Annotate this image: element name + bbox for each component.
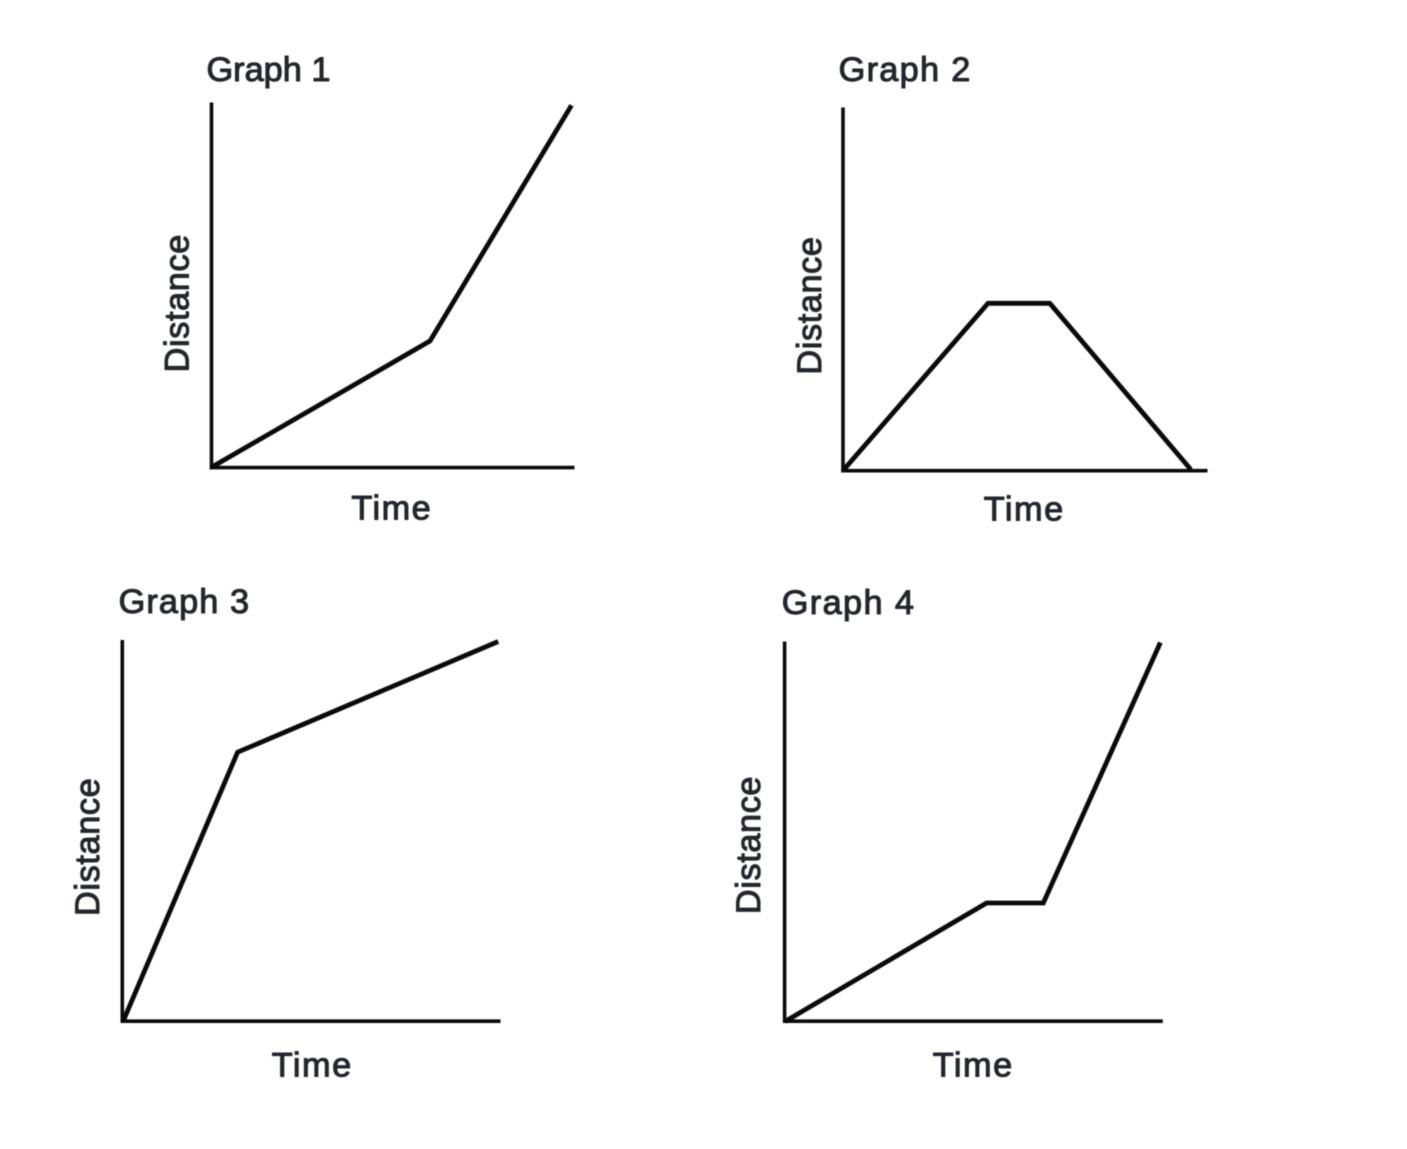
svg-text:Distance: Distance (791, 236, 829, 374)
svg-text:Time: Time (933, 1047, 1014, 1085)
svg-text:Graph 3: Graph 3 (119, 583, 251, 621)
svg-text:Time: Time (351, 490, 432, 528)
svg-text:Time: Time (984, 491, 1065, 529)
svg-text:Graph 2: Graph 2 (839, 51, 972, 89)
svg-text:Distance: Distance (69, 778, 107, 916)
svg-text:Graph 1: Graph 1 (207, 51, 331, 89)
svg-text:Time: Time (272, 1047, 353, 1085)
svg-text:Distance: Distance (730, 776, 768, 914)
svg-text:Distance: Distance (159, 234, 197, 372)
svg-text:Graph 4: Graph 4 (782, 584, 916, 622)
